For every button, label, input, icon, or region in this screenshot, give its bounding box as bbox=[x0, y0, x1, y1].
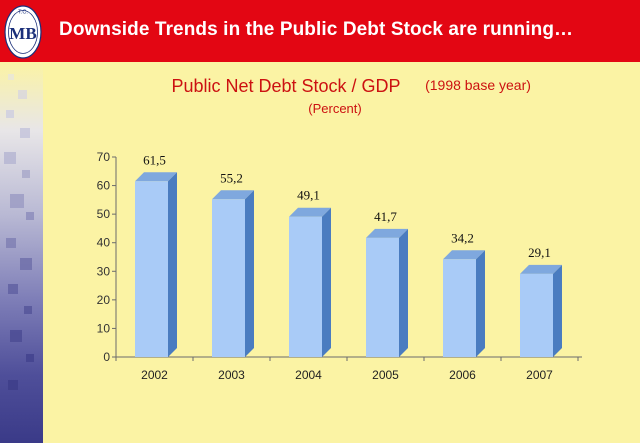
bar-front bbox=[520, 273, 553, 357]
sidebar-square bbox=[10, 194, 24, 208]
bar-front bbox=[289, 216, 322, 357]
chart-title-suffix: (1998 base year) bbox=[425, 77, 531, 93]
data-label: 49,1 bbox=[297, 188, 320, 203]
bar-top bbox=[289, 207, 331, 217]
chart-title: Public Net Debt Stock / GDP (1998 base y… bbox=[171, 76, 530, 116]
bar-front bbox=[212, 199, 245, 357]
bar-front bbox=[366, 237, 399, 357]
bar-2005 bbox=[366, 228, 408, 357]
chart-labels: 61,5 2002 55,2 2003 49,1 2004 41,7 2005 34,2 2006… bbox=[141, 152, 553, 382]
x-tick-label: 2007 bbox=[526, 368, 553, 382]
svg-text:MB: MB bbox=[9, 24, 36, 43]
bar-2006 bbox=[443, 250, 485, 357]
data-label: 41,7 bbox=[374, 209, 397, 224]
y-tick-label: 40 bbox=[97, 236, 111, 250]
data-label: 55,2 bbox=[220, 170, 243, 185]
x-tick-label: 2004 bbox=[295, 368, 322, 382]
data-label: 61,5 bbox=[143, 152, 166, 167]
sidebar-square bbox=[8, 74, 14, 80]
bar-top bbox=[520, 264, 562, 274]
bar-side bbox=[476, 250, 485, 357]
bar-top bbox=[366, 228, 408, 238]
ministry-logo: T.C. MB bbox=[4, 5, 42, 59]
y-tick-label: 20 bbox=[97, 293, 111, 307]
sidebar-square bbox=[10, 330, 22, 342]
bar-front bbox=[135, 181, 168, 357]
y-tick-label: 70 bbox=[97, 150, 111, 164]
bar-top bbox=[135, 172, 177, 182]
chart-axes: 0 10 20 30 40 50 60 70 bbox=[97, 150, 582, 364]
sidebar-square bbox=[8, 380, 18, 390]
y-tick-label: 50 bbox=[97, 207, 111, 221]
sidebar-square bbox=[4, 152, 16, 164]
sidebar-square bbox=[8, 284, 18, 294]
y-tick-label: 30 bbox=[97, 264, 111, 278]
bar-side bbox=[245, 190, 254, 357]
sidebar-pixel-pattern bbox=[4, 74, 34, 390]
chart-subtitle: (Percent) bbox=[308, 101, 361, 116]
sidebar-square bbox=[18, 90, 27, 99]
bar-side bbox=[399, 228, 408, 357]
x-tick-label: 2006 bbox=[449, 368, 476, 382]
x-tick-label: 2002 bbox=[141, 368, 168, 382]
y-tick-label: 10 bbox=[97, 321, 111, 335]
chart-bars bbox=[135, 172, 562, 357]
x-tick-label: 2003 bbox=[218, 368, 245, 382]
y-tick-label: 0 bbox=[103, 350, 110, 364]
sidebar-square bbox=[24, 306, 32, 314]
sidebar-square bbox=[6, 238, 16, 248]
bar-side bbox=[553, 264, 562, 357]
bar-2003 bbox=[212, 190, 254, 357]
bar-2007 bbox=[520, 264, 562, 357]
bar-2002 bbox=[135, 172, 177, 357]
bar-2004 bbox=[289, 207, 331, 357]
data-label: 34,2 bbox=[451, 230, 474, 245]
sidebar-square bbox=[22, 170, 30, 178]
sidebar-square bbox=[26, 354, 34, 362]
x-tick-label: 2005 bbox=[372, 368, 399, 382]
bar-side bbox=[322, 207, 331, 357]
chart-title-main: Public Net Debt Stock / GDP bbox=[171, 76, 400, 96]
bar-front bbox=[443, 259, 476, 357]
sidebar-square bbox=[20, 128, 30, 138]
y-tick-label: 60 bbox=[97, 179, 111, 193]
slide-header: T.C. MB Downside Trends in the Public De… bbox=[0, 0, 640, 62]
slide-title: Downside Trends in the Public Debt Stock… bbox=[59, 19, 574, 40]
sidebar-gradient bbox=[0, 62, 43, 443]
data-label: 29,1 bbox=[528, 245, 551, 260]
sidebar-square bbox=[6, 110, 14, 118]
svg-text:T.C.: T.C. bbox=[18, 10, 28, 16]
bar-side bbox=[168, 172, 177, 357]
bar-top bbox=[443, 250, 485, 260]
bar-top bbox=[212, 190, 254, 200]
sidebar-square bbox=[26, 212, 34, 220]
sidebar-square bbox=[20, 258, 32, 270]
